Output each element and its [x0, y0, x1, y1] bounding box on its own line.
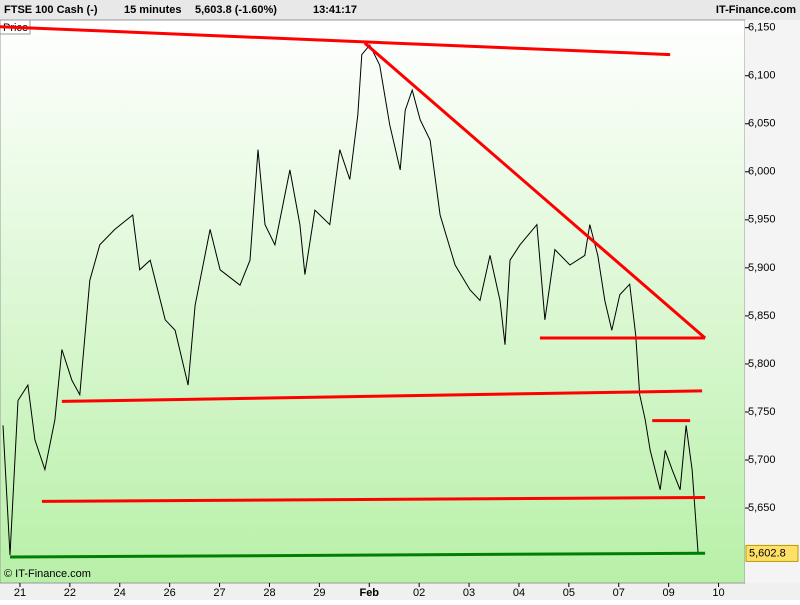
price-line [2, 44, 699, 556]
y-tick-label: 5,850 [748, 310, 776, 322]
y-tick-label: 5,950 [748, 214, 776, 226]
y-tick-label: 6,150 [748, 22, 776, 34]
x-tick-label: 07 [613, 587, 625, 599]
x-tick-label: 27 [213, 587, 225, 599]
trendline [41, 495, 706, 503]
y-tick-label: 6,000 [748, 166, 776, 178]
trendline [363, 41, 707, 340]
y-tick-label: 5,700 [748, 454, 776, 466]
trendline [9, 551, 706, 559]
quote: 5,603.8 (-1.60%) [195, 4, 277, 16]
x-tick-label: 10 [712, 587, 724, 599]
brand: IT-Finance.com [716, 4, 796, 16]
x-tick-label: 24 [114, 587, 126, 599]
last-price-label: 5,602.8 [749, 547, 786, 559]
x-tick-label: 29 [313, 587, 325, 599]
copyright: © IT-Finance.com [4, 568, 91, 580]
interval: 15 minutes [124, 4, 181, 16]
trendline [61, 389, 703, 403]
x-tick-label: 03 [463, 587, 475, 599]
x-tick-label: 28 [263, 587, 275, 599]
x-tick-label: 02 [413, 587, 425, 599]
trendline [0, 25, 671, 57]
time: 13:41:17 [313, 4, 357, 16]
last-price-box [745, 544, 799, 562]
instrument: FTSE 100 Cash (-) [4, 4, 98, 16]
y-tick-label: 5,800 [748, 358, 776, 370]
y-tick-label: 5,650 [748, 502, 776, 514]
x-tick-label: 04 [513, 587, 525, 599]
y-tick-label: 5,750 [748, 406, 776, 418]
x-tick-label: 09 [663, 587, 675, 599]
y-tick-label: 5,900 [748, 262, 776, 274]
plot-area [0, 19, 746, 584]
x-tick-label: 05 [563, 587, 575, 599]
y-tick-label: 6,100 [748, 70, 776, 82]
x-tick-label: 26 [164, 587, 176, 599]
y-axis-area [745, 20, 800, 583]
y-tick-label: 6,050 [748, 118, 776, 130]
header-bar [0, 0, 800, 20]
x-tick-label: 21 [14, 587, 26, 599]
x-tick-label: Feb [359, 587, 379, 599]
x-tick-label: 22 [64, 587, 76, 599]
